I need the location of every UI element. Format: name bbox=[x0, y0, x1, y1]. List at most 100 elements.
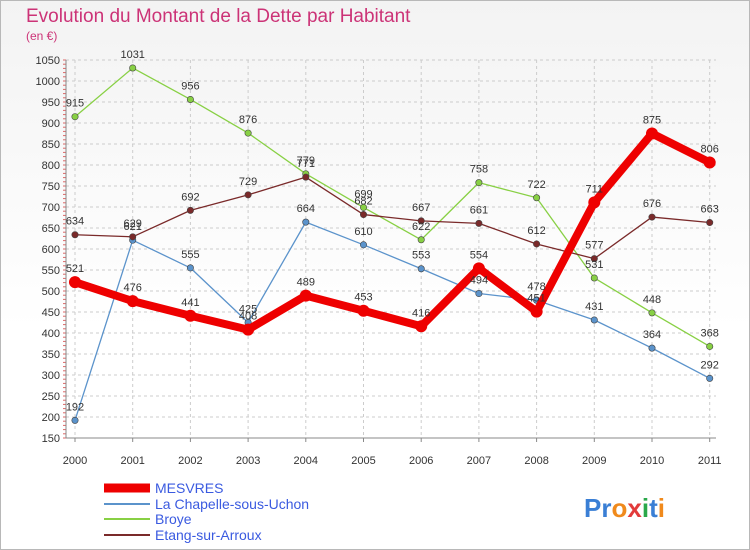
y-tick-label: 1050 bbox=[36, 55, 60, 67]
y-tick-label: 800 bbox=[42, 160, 60, 172]
y-tick-label: 850 bbox=[42, 139, 60, 151]
data-point bbox=[357, 304, 370, 317]
data-label: 876 bbox=[239, 114, 257, 126]
data-label: 368 bbox=[701, 327, 719, 339]
data-point bbox=[533, 240, 541, 248]
data-point bbox=[590, 316, 598, 324]
data-point bbox=[302, 218, 310, 226]
y-tick-label: 250 bbox=[42, 391, 60, 403]
data-label: 364 bbox=[643, 329, 661, 341]
data-point bbox=[646, 127, 658, 140]
x-tick-label: 2006 bbox=[409, 455, 433, 467]
data-label: 431 bbox=[585, 301, 603, 313]
data-label: 729 bbox=[239, 176, 257, 188]
chart-subtitle: (en €) bbox=[26, 29, 57, 43]
data-labels: 192 621 555 425 664 610 553 494 478 431 364 292 915 1… bbox=[66, 49, 719, 413]
data-label: 489 bbox=[297, 277, 315, 289]
data-label: 682 bbox=[354, 196, 372, 208]
data-label: 451 bbox=[527, 293, 545, 305]
data-label: 758 bbox=[470, 164, 488, 176]
data-label: 664 bbox=[297, 203, 315, 215]
data-point bbox=[648, 344, 656, 352]
y-tick-label: 650 bbox=[42, 223, 60, 235]
data-point bbox=[184, 309, 197, 322]
data-point bbox=[244, 129, 252, 137]
x-tick-label: 2000 bbox=[63, 455, 87, 467]
data-label: 722 bbox=[527, 179, 545, 191]
data-label: 915 bbox=[66, 98, 84, 110]
data-point bbox=[648, 309, 656, 317]
data-point bbox=[590, 274, 598, 282]
data-point bbox=[129, 64, 137, 72]
data-label: 622 bbox=[412, 221, 430, 233]
data-label: 612 bbox=[527, 225, 545, 237]
y-tick-label: 750 bbox=[42, 181, 60, 193]
y-tick-label: 500 bbox=[42, 286, 60, 298]
axes: 150 200 250 300 350 400 450 500 550 600 650 700 750 8… bbox=[36, 55, 722, 467]
data-label: 676 bbox=[643, 198, 661, 210]
data-label: 553 bbox=[412, 250, 430, 262]
y-tick-label: 300 bbox=[42, 370, 60, 382]
data-point bbox=[706, 374, 714, 382]
data-label: 711 bbox=[586, 183, 604, 195]
x-tick-label: 2011 bbox=[698, 455, 722, 467]
x-tick-label: 2001 bbox=[120, 455, 144, 467]
data-label: 441 bbox=[181, 297, 199, 309]
data-point bbox=[186, 264, 194, 272]
data-label: 292 bbox=[701, 359, 719, 371]
data-point bbox=[648, 213, 656, 221]
data-label: 1031 bbox=[120, 49, 144, 61]
data-label: 476 bbox=[124, 282, 142, 294]
data-point bbox=[69, 276, 81, 289]
series bbox=[69, 64, 716, 424]
data-label: 956 bbox=[181, 80, 199, 92]
data-point bbox=[417, 236, 425, 244]
data-label: 478 bbox=[527, 281, 545, 293]
series-line-mesvres bbox=[71, 129, 714, 334]
data-label: 555 bbox=[181, 249, 199, 261]
data-label: 554 bbox=[470, 249, 488, 261]
data-point bbox=[706, 342, 714, 350]
y-tick-label: 150 bbox=[42, 433, 60, 445]
series-line-la-chapelle-sous-uchon bbox=[74, 221, 711, 422]
series-line-etang-sur-arroux bbox=[74, 176, 711, 260]
x-tick-label: 2009 bbox=[582, 455, 606, 467]
x-tick-label: 2003 bbox=[236, 455, 260, 467]
data-label: 806 bbox=[701, 143, 719, 155]
y-tick-label: 900 bbox=[42, 118, 60, 130]
legend-label-etang-sur-arroux: Etang-sur-Arroux bbox=[155, 527, 262, 543]
y-tick-label: 400 bbox=[42, 328, 60, 340]
data-point bbox=[359, 203, 367, 211]
data-label: 494 bbox=[470, 275, 488, 287]
data-point bbox=[129, 233, 137, 241]
legend-label-la-chapelle-sous-uchon: La Chapelle-sous-Uchon bbox=[155, 496, 309, 512]
data-point bbox=[242, 323, 255, 336]
data-label: 779 bbox=[297, 155, 315, 167]
data-point bbox=[359, 211, 367, 219]
data-label: 634 bbox=[66, 216, 84, 228]
grid bbox=[66, 59, 716, 439]
data-label: 629 bbox=[124, 218, 142, 230]
data-point bbox=[186, 95, 194, 103]
data-point bbox=[244, 191, 252, 199]
data-label: 521 bbox=[66, 263, 84, 275]
data-label: 610 bbox=[354, 226, 372, 238]
data-point bbox=[533, 194, 541, 202]
data-point bbox=[186, 206, 194, 214]
data-point bbox=[417, 217, 425, 225]
data-point bbox=[706, 219, 714, 227]
data-label: 661 bbox=[470, 204, 488, 216]
data-label: 692 bbox=[181, 191, 199, 203]
data-point bbox=[703, 156, 716, 169]
data-point bbox=[475, 219, 483, 227]
data-point bbox=[588, 196, 601, 209]
y-tick-label: 450 bbox=[42, 307, 60, 319]
data-point bbox=[71, 113, 79, 121]
proxiti-logo: Proxiti bbox=[584, 493, 665, 523]
data-point bbox=[475, 290, 483, 298]
data-point bbox=[530, 305, 543, 318]
data-point bbox=[299, 289, 312, 302]
